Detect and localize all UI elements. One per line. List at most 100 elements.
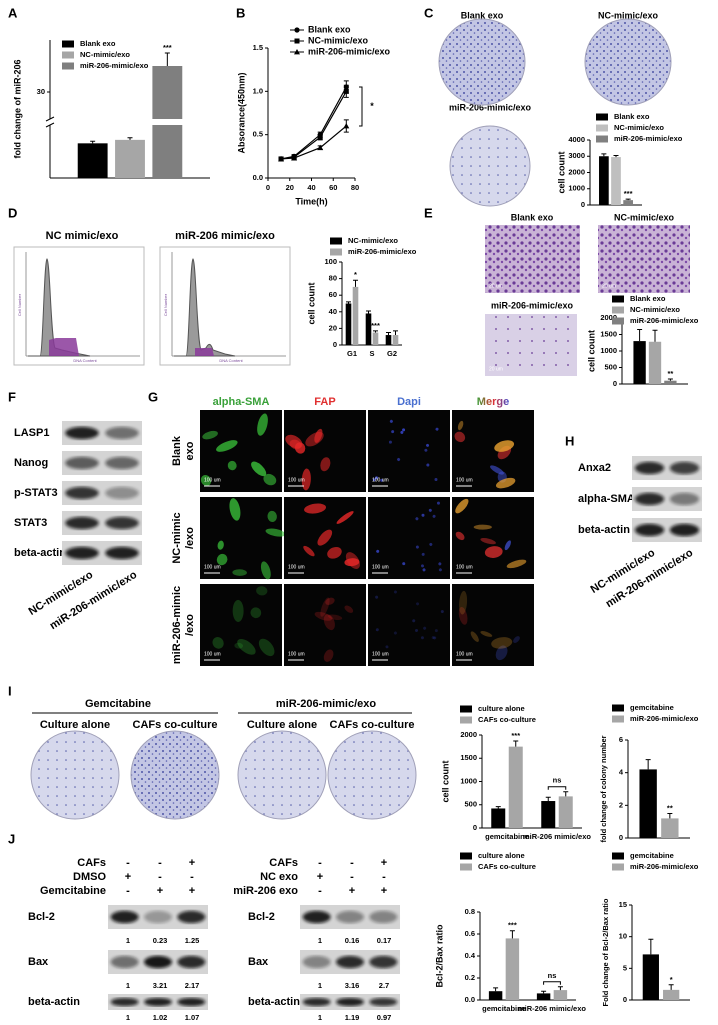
blot-band	[634, 492, 665, 506]
y-tick-label: 4	[619, 768, 624, 777]
panel-label: B	[236, 5, 245, 20]
condition-sign: +	[189, 857, 195, 869]
cell	[494, 440, 515, 452]
blot-band	[177, 910, 206, 924]
legend-swatch	[596, 135, 608, 143]
blot-band	[144, 997, 172, 1007]
column-header: alpha-SMA	[213, 396, 270, 408]
condition-sign: +	[317, 871, 323, 883]
blot-band	[110, 910, 139, 924]
image-label: miR-206-mimic/exo	[449, 102, 532, 112]
y-tick-label: 30	[37, 87, 45, 96]
axis-break-mark	[45, 116, 55, 128]
error-bar	[648, 938, 654, 955]
bar	[611, 157, 621, 205]
y-tick-label: 0.5	[253, 130, 263, 139]
blot-band	[669, 492, 700, 506]
cell	[431, 636, 435, 640]
condition-sign: -	[126, 885, 130, 897]
blot-band	[105, 456, 139, 470]
band-quantification: 0.16	[345, 936, 360, 945]
colony-plate	[438, 18, 526, 106]
error-bar	[667, 378, 673, 381]
cell	[412, 619, 416, 623]
cell	[402, 562, 406, 566]
cell	[491, 637, 513, 649]
marker	[294, 27, 300, 33]
y-tick-label: 1000	[460, 776, 477, 785]
scale-bar-label: 100 um	[204, 564, 221, 570]
legend-swatch	[62, 62, 74, 70]
cell	[260, 561, 271, 580]
cell	[426, 443, 430, 447]
cell	[416, 602, 420, 606]
legend-swatch	[596, 113, 608, 121]
band-quantification: 1.19	[345, 1013, 360, 1022]
row-label: exo	[184, 441, 196, 460]
band-quantification: 1	[318, 981, 322, 990]
axis-label: Cell Number	[163, 293, 168, 316]
blot-band	[105, 486, 139, 500]
y-tick-label: 5	[623, 963, 627, 972]
blot-band	[336, 955, 364, 969]
cell	[415, 545, 419, 549]
significance: *	[354, 270, 357, 279]
marker	[278, 155, 285, 162]
band-quantification: 2.7	[379, 981, 389, 990]
cell	[320, 597, 330, 617]
blot-label: Bax	[28, 956, 49, 968]
blot-band	[336, 910, 364, 924]
blot-band	[369, 910, 398, 924]
y-axis-label: fold change of miR-206	[12, 59, 22, 158]
band-quantification: 1.25	[185, 936, 200, 945]
axis-label: Cell Number	[17, 293, 22, 316]
legend-label: miR-206-mimic/exo	[630, 862, 699, 871]
bar	[639, 769, 657, 838]
blot-band	[177, 955, 206, 969]
flow-histogram: Cell Number DNA Content	[13, 246, 145, 366]
legend-label: miR-206-mimic/exo	[630, 714, 699, 723]
condition-sign: -	[126, 857, 130, 869]
blot-band	[65, 516, 99, 530]
y-tick-label: 3000	[568, 151, 585, 160]
cell	[436, 501, 440, 505]
condition-sign: -	[158, 857, 162, 869]
line	[281, 125, 347, 160]
bar	[648, 341, 662, 384]
significance: ***	[624, 189, 633, 198]
condition-label: Gemcitabine	[40, 885, 106, 897]
blot-band	[634, 523, 665, 537]
blot-band	[65, 486, 99, 500]
blot-label: alpha-SMA	[578, 493, 635, 505]
row-label: /exo	[184, 614, 196, 636]
condition-sign: +	[381, 857, 387, 869]
micrograph	[368, 497, 450, 579]
significance: ***	[508, 921, 517, 930]
significance: ***	[371, 321, 380, 330]
y-tick-label: 0.4	[465, 951, 476, 960]
error-bar	[668, 984, 674, 990]
y-tick-label: 1.5	[253, 43, 263, 52]
error-bar	[652, 329, 658, 342]
scale-bar-label: 100 um	[456, 651, 473, 657]
cell	[480, 631, 493, 637]
scale-bar-label: 100 um	[456, 564, 473, 570]
cell	[257, 413, 268, 436]
micrograph	[452, 410, 534, 492]
error-bar	[601, 153, 607, 157]
cell	[429, 542, 433, 546]
blot-band	[110, 955, 139, 969]
x-tick-label: G1	[347, 349, 357, 358]
bar	[553, 990, 568, 1000]
x-tick-label: 40	[307, 183, 315, 192]
cell	[438, 568, 442, 572]
bar	[536, 993, 551, 1000]
band-quantification: 3.21	[153, 981, 168, 990]
cell	[327, 546, 342, 559]
blot-label: Nanog	[14, 457, 48, 469]
error-bar	[645, 759, 651, 770]
blot-band	[65, 546, 99, 560]
error-bar	[545, 796, 551, 802]
legend-label: gemcitabine	[630, 851, 674, 860]
cell	[320, 457, 331, 472]
